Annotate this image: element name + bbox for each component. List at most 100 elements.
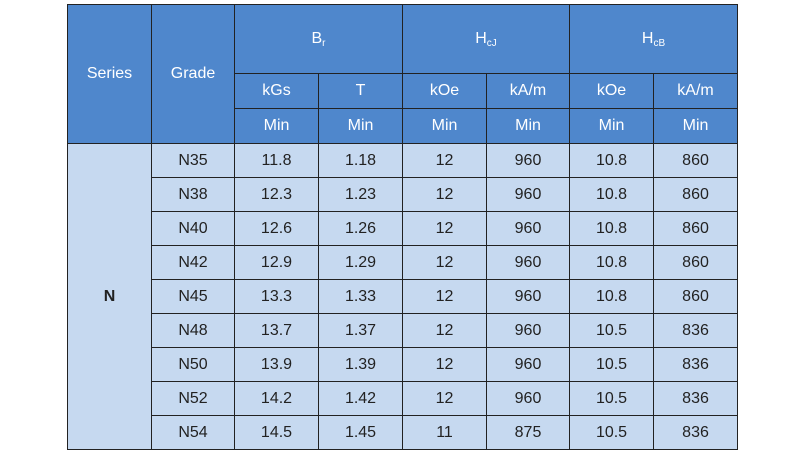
group-subscript: r — [322, 37, 326, 49]
data-row: N42 12.9 1.29 12 960 10.8 860 — [68, 245, 739, 280]
limit-header: Min — [317, 108, 404, 144]
value-cell: 836 — [653, 415, 739, 450]
group-header: HcJ — [402, 4, 571, 74]
value-cell: 1.45 — [317, 415, 404, 450]
value-cell: 1.18 — [317, 143, 404, 178]
grade-cell: N52 — [151, 381, 235, 416]
value-cell: 11.8 — [234, 143, 319, 178]
group-symbol: H — [475, 29, 487, 47]
unit-header: T — [317, 73, 404, 109]
value-cell: 12 — [402, 177, 488, 212]
value-cell: 1.29 — [317, 245, 404, 280]
grade-cell: N38 — [151, 177, 235, 212]
limit-header: Min — [569, 108, 655, 144]
data-row: N48 13.7 1.37 12 960 10.5 836 — [68, 313, 739, 348]
grade-cell: N45 — [151, 279, 235, 314]
value-cell: 14.5 — [234, 415, 319, 450]
value-cell: 836 — [653, 347, 739, 382]
value-cell: 1.26 — [317, 211, 404, 246]
value-cell: 12.3 — [234, 177, 319, 212]
value-cell: 10.5 — [569, 415, 655, 450]
group-symbol: B — [311, 29, 323, 47]
value-cell: 1.42 — [317, 381, 404, 416]
limit-header: Min — [653, 108, 739, 144]
value-cell: 10.5 — [569, 381, 655, 416]
value-cell: 960 — [486, 143, 571, 178]
unit-header: kA/m — [486, 73, 571, 109]
value-cell: 875 — [486, 415, 571, 450]
value-cell: 10.8 — [569, 177, 655, 212]
value-cell: 960 — [486, 211, 571, 246]
data-row: N45 13.3 1.33 12 960 10.8 860 — [68, 279, 739, 314]
value-cell: 12 — [402, 347, 488, 382]
data-row: N40 12.6 1.26 12 960 10.8 860 — [68, 211, 739, 246]
value-cell: 11 — [402, 415, 488, 450]
value-cell: 860 — [653, 177, 739, 212]
grade-cell: N50 — [151, 347, 235, 382]
value-cell: 12 — [402, 143, 488, 178]
value-cell: 10.5 — [569, 347, 655, 382]
value-cell: 14.2 — [234, 381, 319, 416]
value-cell: 12 — [402, 279, 488, 314]
group-header: Br — [233, 4, 404, 74]
limit-header: Min — [486, 108, 571, 144]
value-cell: 13.3 — [234, 279, 319, 314]
value-cell: 860 — [653, 245, 739, 280]
value-cell: 12 — [402, 211, 488, 246]
unit-header: kOe — [569, 73, 655, 109]
value-cell: 960 — [486, 279, 571, 314]
value-cell: 960 — [486, 177, 571, 212]
grade-cell: N48 — [151, 313, 235, 348]
value-cell: 1.37 — [317, 313, 404, 348]
group-subscript: cJ — [486, 37, 497, 49]
unit-header: kGs — [234, 73, 319, 109]
group-subscript: cB — [653, 37, 666, 49]
value-cell: 10.8 — [569, 279, 655, 314]
value-cell: 12 — [402, 381, 488, 416]
value-cell: 860 — [653, 279, 739, 314]
value-cell: 1.39 — [317, 347, 404, 382]
series-cell: N — [67, 143, 152, 450]
value-cell: 12.9 — [234, 245, 319, 280]
grade-cell: N35 — [151, 143, 235, 178]
series-header: Series — [67, 4, 152, 144]
value-cell: 960 — [486, 347, 571, 382]
data-row: N50 13.9 1.39 12 960 10.5 836 — [68, 347, 739, 382]
unit-header: kOe — [402, 73, 488, 109]
group-header: HcB — [569, 4, 739, 74]
value-cell: 12.6 — [234, 211, 319, 246]
data-row: N N35 11.8 1.18 12 960 10.8 860 — [67, 143, 739, 450]
value-cell: 10.8 — [569, 211, 655, 246]
value-cell: 860 — [653, 211, 739, 246]
grade-cell: N54 — [151, 415, 235, 450]
value-cell: 836 — [653, 313, 739, 348]
table-body: N N35 11.8 1.18 12 960 10.8 860 N38 12.3 1.23 12 960… — [67, 143, 739, 450]
grade-cell: N40 — [151, 211, 235, 246]
limit-header: Min — [402, 108, 488, 144]
value-cell: 1.33 — [317, 279, 404, 314]
grade-header: Grade — [151, 4, 235, 144]
grade-cell: N42 — [151, 245, 235, 280]
header-row: Series Grade Br HcJ HcB — [67, 4, 739, 144]
value-cell: 960 — [486, 313, 571, 348]
value-cell: 960 — [486, 381, 571, 416]
data-row: N54 14.5 1.45 11 875 10.5 836 — [68, 415, 739, 450]
value-cell: 13.7 — [234, 313, 319, 348]
data-row: N52 14.2 1.42 12 960 10.5 836 — [68, 381, 739, 416]
data-row: N38 12.3 1.23 12 960 10.8 860 — [68, 177, 739, 212]
limit-header: Min — [234, 108, 319, 144]
value-cell: 10.8 — [569, 143, 655, 178]
value-cell: 12 — [402, 245, 488, 280]
value-cell: 1.23 — [317, 177, 404, 212]
value-cell: 12 — [402, 313, 488, 348]
value-cell: 836 — [653, 381, 739, 416]
value-cell: 10.5 — [569, 313, 655, 348]
value-cell: 13.9 — [234, 347, 319, 382]
value-cell: 960 — [486, 245, 571, 280]
value-cell: 860 — [653, 143, 739, 178]
